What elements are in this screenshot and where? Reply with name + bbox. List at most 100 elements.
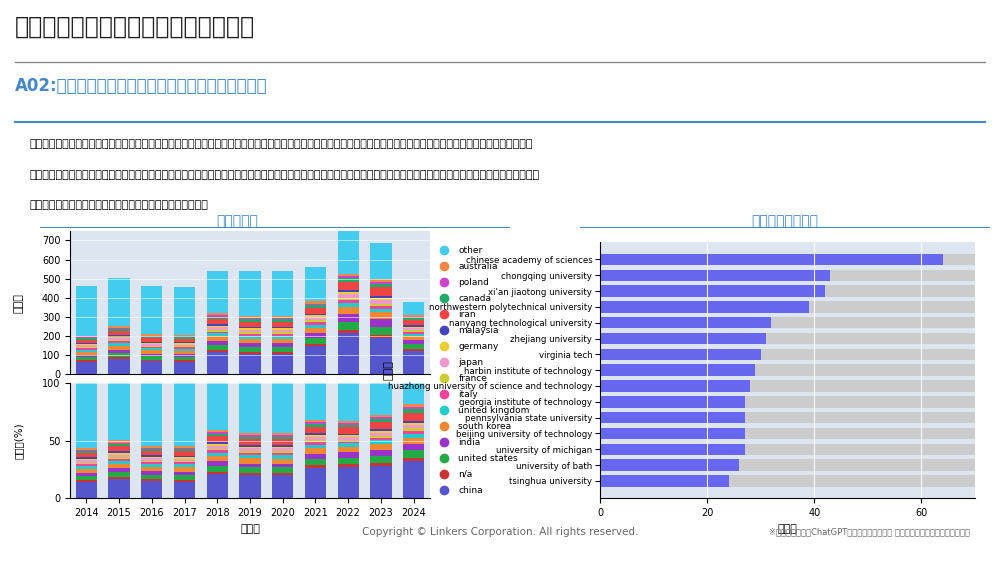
Bar [239,321,261,327]
Text: canada: canada [458,294,491,303]
Bar [141,458,162,461]
Bar [174,455,195,457]
Bar [207,326,228,327]
Bar [174,351,195,354]
Bar [108,477,130,480]
Bar [403,332,424,334]
Bar [370,466,392,498]
Bar [141,336,162,337]
Bar [272,473,293,475]
Bar [600,348,975,360]
Bar [370,450,392,456]
Bar [272,328,293,330]
Bar [76,461,97,463]
Bar [305,344,326,346]
Bar [305,419,326,422]
Bar [108,457,130,459]
Bar [239,383,261,433]
Text: ※本レポートにはChatGPTで生成された文章や それを基にした文章も含まれます: ※本レポートにはChatGPTで生成された文章や それを基にした文章も含まれます [769,528,970,537]
Bar [76,355,97,357]
Bar [600,475,975,486]
Bar [370,306,392,309]
Bar [403,423,424,426]
Bar [600,254,943,265]
Bar [239,455,261,458]
Bar [600,364,755,376]
Bar [207,430,228,432]
Bar [174,360,195,362]
Bar [600,317,771,328]
Bar [305,383,326,419]
Bar [272,435,293,437]
Bar [600,459,739,471]
Y-axis label: 組織名: 組織名 [384,360,394,380]
Bar [174,475,195,480]
Bar [207,473,228,498]
Bar [338,425,359,427]
Bar [403,444,424,450]
Bar [108,455,130,457]
Bar [272,383,293,434]
Bar [141,464,162,467]
Text: france: france [458,374,487,383]
Bar [207,336,228,341]
Bar [272,318,293,319]
Bar [174,337,195,339]
Bar [338,289,359,292]
Bar [338,458,359,464]
Bar [305,325,326,328]
Bar [174,357,195,360]
Bar [305,333,326,338]
Bar [272,437,293,440]
Bar [108,340,130,342]
Bar [600,348,761,360]
Bar [108,464,130,468]
Y-axis label: 論文数(%): 論文数(%) [13,422,23,459]
Bar [239,328,261,330]
Bar [207,319,228,324]
Bar [141,354,162,356]
Bar [207,341,228,345]
Bar [207,330,228,332]
Bar [108,331,130,336]
Bar [174,480,195,482]
Bar [403,344,424,349]
Text: germany: germany [458,342,499,351]
Bar [174,339,195,342]
Bar [108,350,130,352]
Bar [174,462,195,464]
Bar [141,347,162,348]
Bar [141,350,162,354]
Bar [370,438,392,440]
Bar [239,330,261,333]
Bar [338,421,359,423]
Text: other: other [458,245,483,254]
Bar [239,316,261,318]
Bar [207,446,228,449]
Bar [600,459,975,471]
Bar [305,308,326,314]
Bar [272,343,293,347]
Bar [76,343,97,344]
Bar [272,333,293,334]
Bar [403,426,424,428]
Text: 技術カテゴリーごとの分析：全体動向: 技術カテゴリーごとの分析：全体動向 [15,15,255,39]
Bar [174,482,195,498]
Bar [239,333,261,334]
Bar [207,316,228,319]
Bar [370,303,392,306]
Bar [600,444,975,455]
Bar [239,453,261,455]
Bar [338,307,359,314]
Bar [370,415,392,417]
Bar [141,287,162,334]
Bar [108,359,130,374]
Bar [76,482,97,498]
Bar [305,442,326,445]
Bar [403,317,424,318]
Bar [76,347,97,348]
Bar [272,449,293,452]
Bar [174,343,195,345]
Bar [141,455,162,457]
X-axis label: 発表年: 発表年 [240,524,260,534]
